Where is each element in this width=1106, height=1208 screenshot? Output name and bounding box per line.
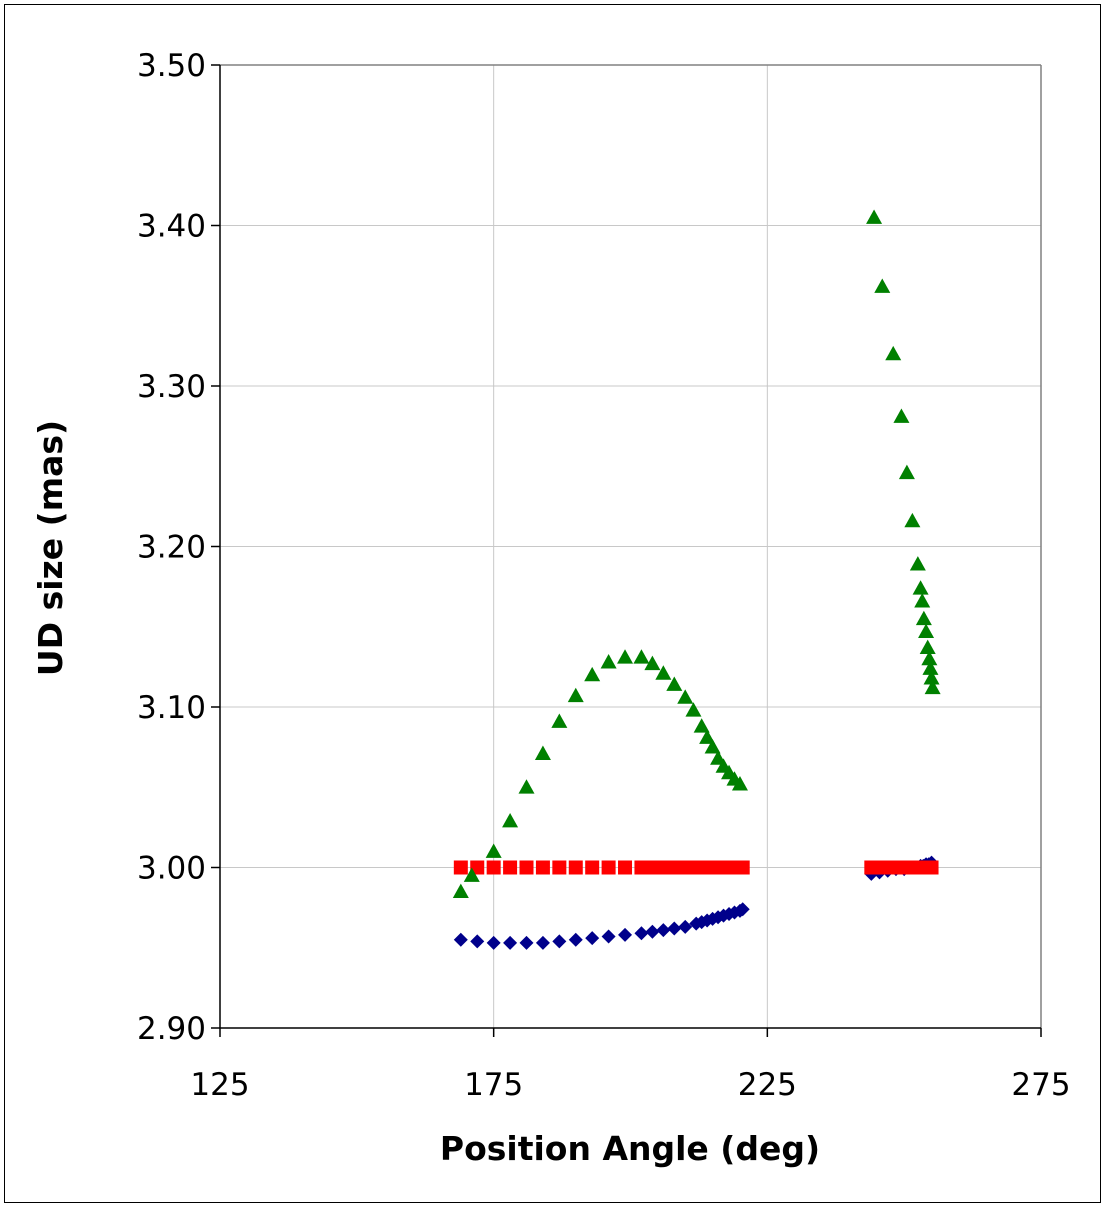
diamond-point [535, 935, 550, 950]
triangle-point [502, 812, 519, 828]
triangle-point [452, 883, 469, 898]
triangle-point [463, 867, 480, 882]
diamond-point [667, 921, 682, 936]
triangle-point [904, 512, 921, 528]
triangle-point [584, 666, 601, 682]
square-point [519, 860, 534, 875]
triangle-point [518, 779, 535, 794]
y-axis-title: UD size (mas) [31, 420, 70, 676]
triangle-point [644, 655, 661, 671]
diamond-point [656, 923, 671, 938]
triangle-point [677, 689, 694, 704]
x-axis-title: Position Angle (deg) [440, 1129, 820, 1168]
square-point [618, 860, 633, 875]
triangle-point [922, 660, 939, 675]
diamond-point [735, 902, 750, 917]
y-tick-label: 3.30 [137, 369, 206, 405]
square-point [535, 860, 550, 875]
x-tick-label: 125 [190, 1067, 249, 1103]
y-tick-label: 2.90 [137, 1011, 206, 1047]
diamond-point [453, 932, 468, 947]
triangle-point [909, 556, 926, 571]
diamond-point [645, 924, 660, 939]
y-tick-label: 3.10 [137, 690, 206, 726]
triangle-point [600, 654, 617, 669]
diamond-point [470, 934, 485, 949]
triangle-point [685, 702, 702, 717]
diamond-point [634, 926, 649, 941]
triangle-point [699, 729, 716, 744]
diamond-point [519, 935, 534, 950]
square-point [453, 860, 468, 875]
grid-lines [219, 64, 1042, 1029]
square-point [924, 860, 939, 875]
square-point [585, 860, 600, 875]
triangle-point [485, 843, 502, 858]
diamond-point [601, 929, 616, 944]
square-point [667, 860, 682, 875]
diamond-point [503, 935, 518, 950]
triangle-point [534, 745, 551, 760]
triangle-point [655, 665, 672, 680]
x-tick-label: 225 [738, 1067, 797, 1103]
x-tick-label: 275 [1011, 1067, 1070, 1103]
diamond-point [678, 919, 693, 934]
triangle-point [693, 718, 710, 733]
data-marks [452, 209, 941, 950]
triangle-point [866, 209, 883, 224]
square-point [678, 860, 693, 875]
square-point [735, 860, 750, 875]
square-point [634, 860, 649, 875]
square-point [503, 860, 518, 875]
square-point [470, 860, 485, 875]
triangle-point [885, 345, 902, 361]
triangle-point [704, 739, 721, 754]
y-tick-label: 3.00 [137, 851, 206, 887]
diamond-point [585, 931, 600, 946]
triangle-point [914, 593, 931, 608]
diamond-point [618, 927, 633, 942]
square-point [645, 860, 660, 875]
triangle-point [915, 610, 932, 626]
diamond-point [568, 932, 583, 947]
triangle-point [567, 687, 584, 703]
square-point [601, 860, 616, 875]
triangle-point [919, 639, 936, 655]
triangle-point [923, 670, 940, 685]
triangle-point [551, 713, 568, 728]
square-point [486, 860, 501, 875]
diamond-point [552, 934, 567, 949]
triangle-point [633, 649, 650, 664]
y-tick-label: 3.50 [137, 48, 206, 84]
tick-labels: 2.90 3.00 3.10 3.20 3.30 3.40 3.50 125 175 225 275 [137, 48, 1071, 1103]
triangle-point [898, 464, 915, 480]
triangle-point [924, 679, 941, 695]
triangle-point [617, 649, 634, 664]
y-tick-label: 3.40 [137, 209, 206, 245]
axes [211, 64, 1042, 1037]
x-tick-label: 175 [464, 1067, 523, 1103]
triangle-point [731, 776, 748, 791]
y-tick-label: 3.20 [137, 530, 206, 566]
diamond-point [486, 935, 501, 950]
triangle-point [912, 580, 929, 595]
square-point [656, 860, 671, 875]
triangle-point [918, 623, 935, 638]
triangle-point [666, 676, 683, 691]
triangle-point [921, 650, 938, 666]
triangle-point [893, 408, 910, 423]
square-point [568, 860, 583, 875]
square-point [552, 860, 567, 875]
triangle-point [874, 278, 891, 293]
